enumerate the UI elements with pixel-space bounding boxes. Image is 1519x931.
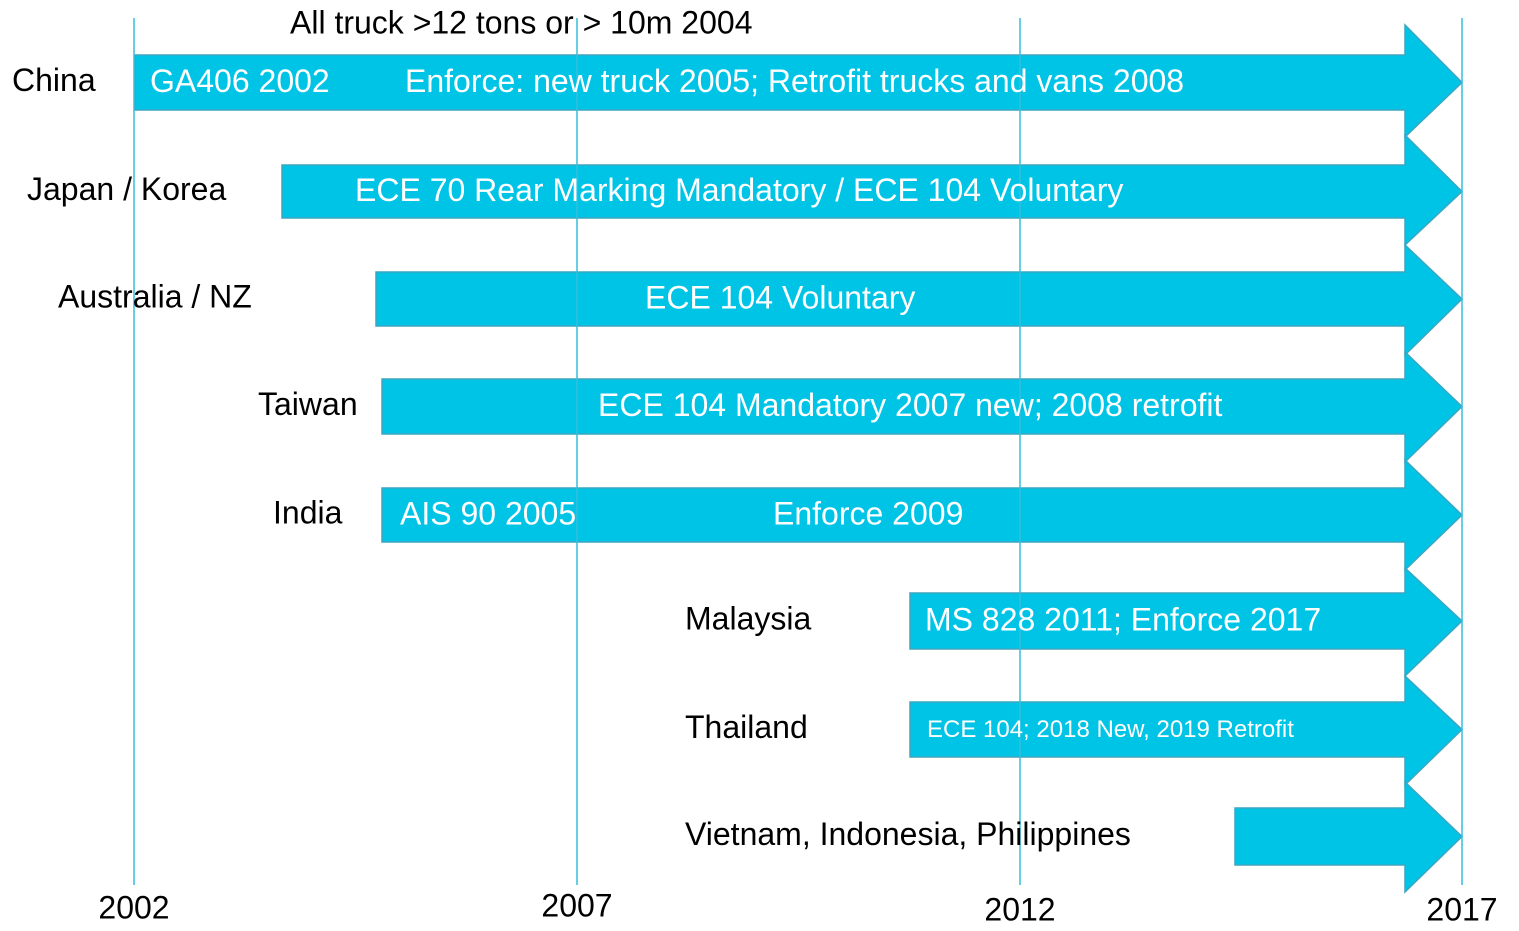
arrow-text: Enforce 2009 (773, 495, 963, 531)
arrow-text: ECE 70 Rear Marking Mandatory / ECE 104 … (355, 172, 1123, 208)
note: All truck >12 tons or > 10m 2004 (290, 4, 752, 40)
country-label: Thailand (685, 709, 808, 745)
arrow-text: AIS 90 2005 (400, 495, 576, 531)
year-label: 2007 (541, 887, 612, 923)
arrow (381, 350, 1464, 464)
country-label: China (12, 62, 96, 98)
arrow (909, 674, 1464, 787)
year-label: 2002 (98, 889, 169, 925)
arrow (134, 23, 1464, 139)
country-label: Taiwan (258, 386, 358, 422)
year-label: 2017 (1426, 891, 1497, 927)
year-label: 2012 (984, 891, 1055, 927)
country-label: India (273, 494, 343, 530)
arrow (1234, 780, 1464, 894)
arrow (375, 243, 1464, 357)
country-label: Australia / NZ (58, 278, 252, 314)
arrow-text: Enforce: new truck 2005; Retrofit trucks… (405, 63, 1184, 99)
country-label: Malaysia (685, 600, 811, 636)
arrow-text: ECE 104 Voluntary (645, 279, 915, 315)
country-label: Vietnam, Indonesia, Philippines (685, 816, 1131, 852)
arrow-text: GA406 2002 (150, 63, 330, 99)
arrow-text: MS 828 2011; Enforce 2017 (925, 601, 1321, 637)
arrow (381, 458, 1464, 572)
arrow-text: ECE 104 Mandatory 2007 new; 2008 retrofi… (598, 387, 1222, 423)
arrow (909, 566, 1464, 678)
arrow-text: ECE 104; 2018 New, 2019 Retrofit (927, 716, 1294, 743)
country-label: Japan / Korea (27, 171, 226, 207)
